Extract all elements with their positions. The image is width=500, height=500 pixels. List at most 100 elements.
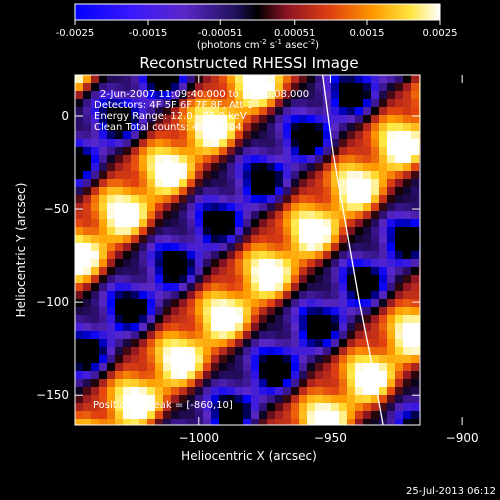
heatmap-cell [259,323,267,331]
heatmap-cell [379,163,387,171]
heatmap-cell [163,179,171,187]
heatmap-cell [203,115,211,123]
heatmap-cell [315,195,323,203]
heatmap-cell [99,187,107,195]
heatmap-cell [331,291,339,299]
heatmap-cell [339,83,347,91]
heatmap-cell [339,291,347,299]
heatmap-cell [347,275,355,283]
heatmap-cell [155,315,163,323]
heatmap-cell [371,251,379,259]
heatmap-cell [75,195,83,203]
heatmap-cell [147,75,155,83]
heatmap-cell [83,179,91,187]
heatmap-cell [251,75,259,83]
heatmap-cell [123,419,131,425]
heatmap-cell [355,163,363,171]
heatmap-cell [243,243,251,251]
heatmap-cell [395,155,403,163]
heatmap-cell [291,235,299,243]
heatmap-cell [107,163,115,171]
heatmap-cell [139,283,147,291]
heatmap-cell [107,363,115,371]
peak-position-text: Position of Peak = [-860,10] [93,400,233,411]
heatmap-cell [315,267,323,275]
heatmap-cell [355,99,363,107]
heatmap-cell [99,91,107,99]
heatmap-cell [75,339,83,347]
heatmap-cell [283,331,291,339]
heatmap-cell [251,99,259,107]
heatmap-cell [259,315,267,323]
heatmap-cell [267,275,275,283]
heatmap-cell [235,323,243,331]
heatmap-cell [339,419,347,425]
heatmap-cell [179,211,187,219]
heatmap-cell [259,411,267,419]
heatmap-cell [227,99,235,107]
heatmap-cell [123,387,131,395]
heatmap-cell [379,315,387,323]
heatmap-cell [355,139,363,147]
heatmap-cell [115,395,123,403]
heatmap-cell [363,99,371,107]
heatmap-cell [251,307,259,315]
heatmap-cell [363,299,371,307]
heatmap-cell [179,235,187,243]
heatmap-cell [259,371,267,379]
heatmap-cell [307,147,315,155]
heatmap-cell [331,347,339,355]
heatmap-cell [187,307,195,315]
heatmap-cell [387,227,395,235]
heatmap-cell [267,75,275,83]
heatmap-cell [107,99,115,107]
heatmap-cell [347,259,355,267]
heatmap-cell [259,139,267,147]
heatmap-cell [235,355,243,363]
heatmap-cell [211,331,219,339]
heatmap-cell [283,259,291,267]
heatmap-cell [203,363,211,371]
heatmap-cell [291,115,299,123]
heatmap-cell [219,91,227,99]
heatmap-cell [171,203,179,211]
heatmap-cell [411,171,419,179]
heatmap-cell [275,107,283,115]
heatmap-cell [107,411,115,419]
heatmap-cell [411,379,419,387]
heatmap-cell [299,75,307,83]
heatmap-cell [195,123,203,131]
heatmap-cell [331,307,339,315]
heatmap-cell [139,339,147,347]
heatmap-cell [403,315,411,323]
heatmap-cell [171,371,179,379]
heatmap-cell [355,171,363,179]
timestamp: 25-Jul-2013 06:12 [406,486,496,497]
heatmap-cell [291,131,299,139]
heatmap-cell [275,83,283,91]
heatmap-cell [243,187,251,195]
heatmap-cell [283,187,291,195]
heatmap-cell [155,259,163,267]
heatmap-cell [163,83,171,91]
heatmap-cell [195,283,203,291]
heatmap-cell [403,123,411,131]
heatmap-cell [331,203,339,211]
heatmap-cell [91,291,99,299]
heatmap-cell [115,179,123,187]
heatmap-cell [251,387,259,395]
heatmap-cell [179,355,187,363]
heatmap-cell [171,283,179,291]
heatmap-cell [75,355,83,363]
heatmap-cell [355,75,363,83]
heatmap-cell [203,171,211,179]
heatmap-cell [355,339,363,347]
heatmap-cell [387,379,395,387]
heatmap-cell [179,219,187,227]
heatmap-cell [371,107,379,115]
heatmap-cell [355,355,363,363]
heatmap-cell [283,99,291,107]
heatmap-cell [147,243,155,251]
heatmap-cell [371,235,379,243]
heatmap-cell [275,259,283,267]
